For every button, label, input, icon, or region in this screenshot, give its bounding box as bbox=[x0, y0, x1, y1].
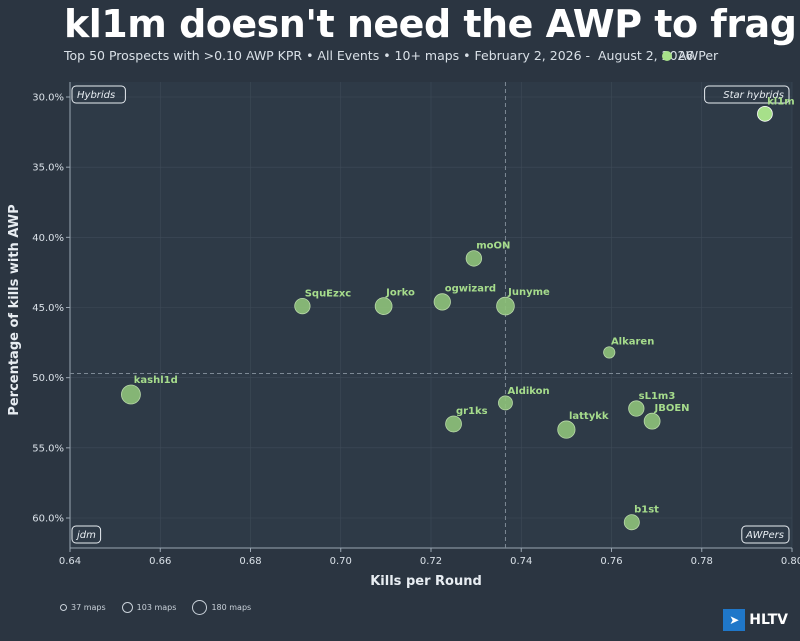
y-tick-label: 35.0% bbox=[32, 163, 64, 174]
point-label: moON bbox=[476, 241, 510, 252]
quadrant-label-star-hybrids: Star hybrids bbox=[704, 85, 790, 104]
point-label: kashl1d bbox=[134, 375, 178, 386]
legend-awper: AWPer bbox=[662, 48, 718, 63]
point-label: Junyme bbox=[507, 287, 550, 298]
point-squezxc bbox=[294, 297, 311, 315]
size-legend: 37 maps 103 maps 180 maps bbox=[60, 600, 267, 615]
point-label: SquEzxc bbox=[305, 288, 352, 299]
point-b1st bbox=[623, 514, 640, 531]
x-tick-label: 0.76 bbox=[600, 556, 622, 567]
quadrant-label-jdm-text: jdm bbox=[75, 530, 96, 541]
size-small-circle-icon bbox=[60, 604, 67, 611]
point-label: ogwizard bbox=[445, 284, 496, 295]
point-ogwizard bbox=[433, 293, 451, 311]
y-tick-label: 50.0% bbox=[32, 373, 64, 384]
chart-title: kl1m doesn't need the AWP to frag bbox=[64, 2, 797, 46]
size-legend-item-small: 37 maps bbox=[60, 603, 106, 612]
quadrant-label-jdm-box bbox=[71, 525, 102, 544]
quadrant-label-awpers-text: AWPers bbox=[745, 530, 784, 541]
x-tick-label: 0.78 bbox=[691, 556, 713, 567]
quadrant-label-jdm: jdm bbox=[71, 525, 102, 544]
size-legend-label: 180 maps bbox=[211, 603, 252, 612]
point-lattykk bbox=[557, 420, 576, 439]
x-tick-label: 0.64 bbox=[59, 556, 81, 567]
point-gr1ks bbox=[445, 415, 462, 433]
x-tick-label: 0.72 bbox=[420, 556, 442, 567]
size-legend-item-medium: 103 maps bbox=[121, 602, 177, 613]
point-label: lattykk bbox=[569, 411, 609, 422]
x-tick-label: 0.74 bbox=[510, 556, 532, 567]
x-tick-label: 0.70 bbox=[330, 556, 352, 567]
size-large-circle-icon bbox=[192, 600, 208, 615]
size-medium-circle-icon bbox=[121, 602, 133, 613]
legend-dot-icon bbox=[662, 50, 672, 61]
y-axis-label: Percentage of kills with AWP bbox=[7, 204, 22, 415]
point-label: JBOEN bbox=[654, 403, 690, 414]
quadrant-label-awpers-box bbox=[741, 525, 790, 544]
x-tick-label: 0.66 bbox=[149, 556, 171, 567]
chart-subtitle: Top 50 Prospects with >0.10 AWP KPR • Al… bbox=[64, 48, 694, 63]
quadrant-label-hybrids-text: Hybrids bbox=[77, 90, 115, 101]
point-moon bbox=[465, 250, 483, 267]
point-label: b1st bbox=[634, 505, 659, 516]
x-tick-label: 0.80 bbox=[781, 556, 800, 567]
legend-label: AWPer bbox=[678, 48, 719, 63]
point-jboen bbox=[643, 412, 661, 430]
hltv-logo-icon: ➤ bbox=[723, 609, 746, 631]
y-tick-label: 55.0% bbox=[32, 443, 64, 454]
point-label: sL1m3 bbox=[639, 391, 676, 402]
size-legend-label: 37 maps bbox=[71, 603, 106, 612]
point-label: Jorko bbox=[385, 288, 415, 299]
size-legend-label: 103 maps bbox=[136, 603, 177, 612]
point-label: kl1m bbox=[767, 96, 794, 107]
y-tick-label: 30.0% bbox=[32, 93, 64, 104]
point-label: gr1ks bbox=[456, 406, 488, 417]
y-tick-label: 40.0% bbox=[32, 233, 64, 244]
quadrant-label-hybrids: Hybrids bbox=[71, 85, 126, 104]
point-kl1m bbox=[757, 105, 773, 122]
quadrant-label-star-hybrids-text: Star hybrids bbox=[723, 90, 784, 101]
point-kashl1d bbox=[121, 384, 141, 405]
point-alkaren bbox=[603, 346, 616, 359]
point-label: Aldikon bbox=[508, 386, 550, 397]
x-axis-label: Kills per Round bbox=[370, 574, 482, 589]
point-aldikon bbox=[498, 395, 513, 411]
y-tick-label: 60.0% bbox=[32, 514, 64, 525]
brand-label: HLTV bbox=[749, 612, 788, 628]
point-sl1m3 bbox=[628, 400, 645, 417]
hltv-logo[interactable]: ➤ HLTV bbox=[723, 609, 788, 631]
y-tick-label: 45.0% bbox=[32, 303, 64, 314]
x-tick-label: 0.68 bbox=[239, 556, 261, 567]
quadrant-label-awpers: AWPers bbox=[741, 525, 790, 544]
quadrant-label-hybrids-box bbox=[71, 85, 126, 104]
size-legend-item-large: 180 maps bbox=[192, 600, 251, 615]
point-label: Alkaren bbox=[611, 337, 654, 348]
point-junyme bbox=[496, 296, 515, 316]
quadrant-label-star-hybrids-box bbox=[704, 85, 790, 104]
point-jorko bbox=[374, 297, 393, 315]
